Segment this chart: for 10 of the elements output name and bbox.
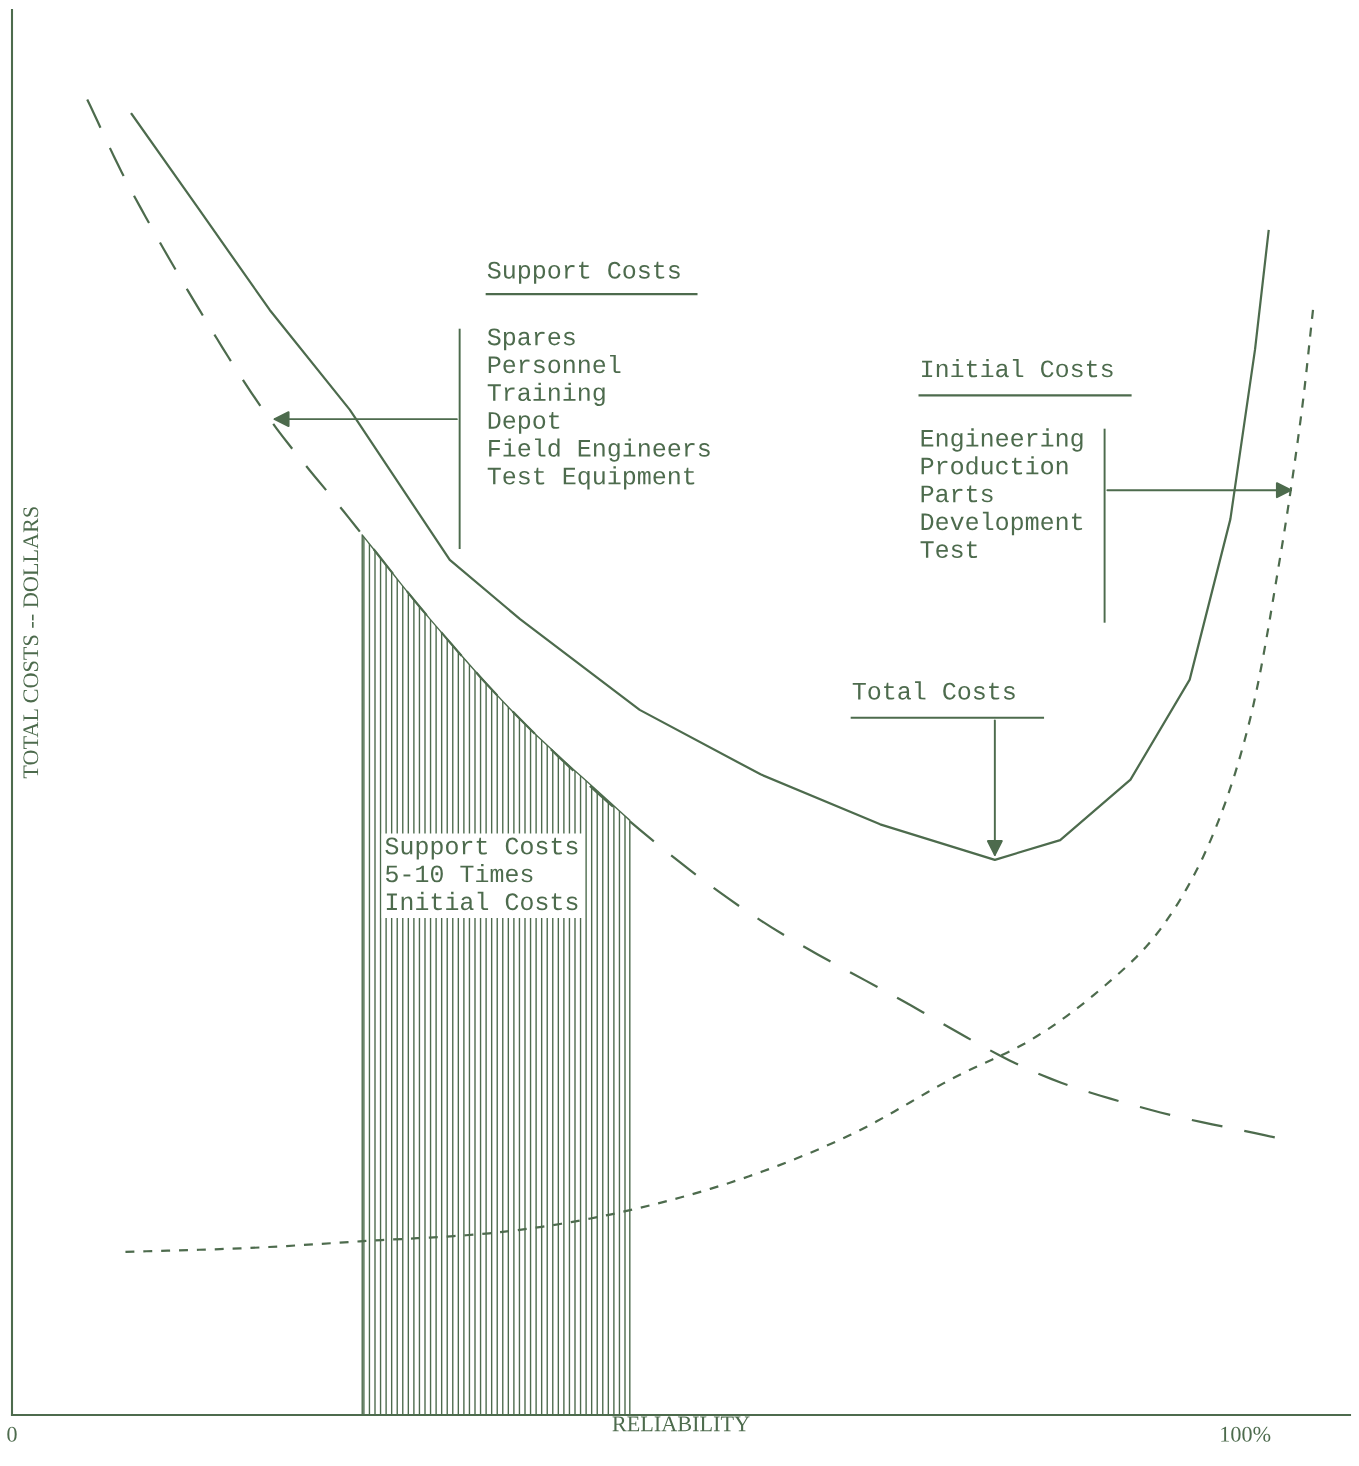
annotation: Spares Personnel Training Depot Field Engineers Test Equipment: [487, 328, 710, 490]
x-tick-label: 0: [7, 1426, 17, 1442]
annotation: Total Costs: [852, 681, 1015, 700]
x-axis-title: RELIABILITY: [612, 1416, 750, 1432]
annotation: Support Costs: [487, 261, 680, 284]
annotation: Support Costs 5-10 Times Initial Costs: [385, 837, 578, 911]
annotation: Engineering Production Parts Development Test: [920, 428, 1083, 559]
annotation: Initial Costs: [922, 358, 1113, 378]
y-axis-title: TOTAL COSTS -- DOLLARS: [23, 507, 39, 779]
x-tick-label: 100%: [1221, 1426, 1271, 1442]
